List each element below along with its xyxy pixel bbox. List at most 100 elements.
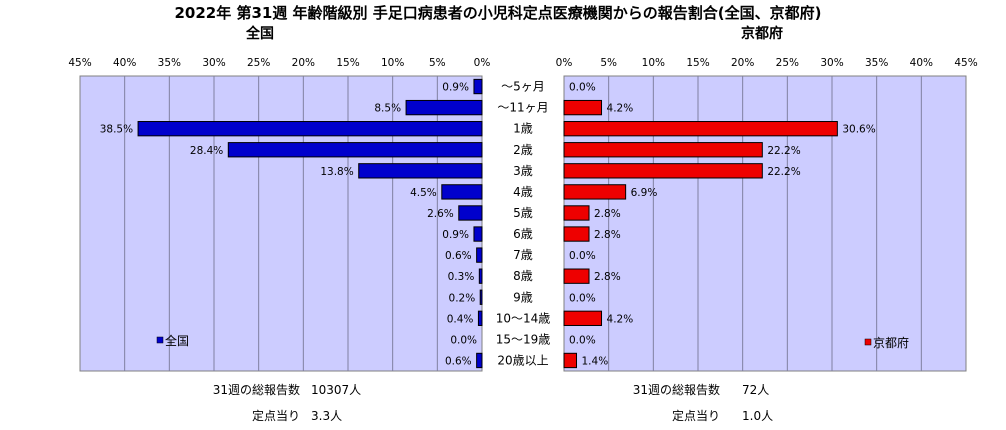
- category-label: 3歳: [513, 164, 533, 178]
- left-tick-label: 20%: [292, 57, 315, 69]
- left-tick-label: 5%: [429, 57, 446, 69]
- left-bar: [476, 247, 483, 263]
- right-tick-label: 45%: [954, 57, 977, 69]
- left-plot-area: [79, 75, 483, 372]
- left-tick-label: 25%: [247, 57, 270, 69]
- right-tick-label: 15%: [686, 57, 709, 69]
- category-label: 〜5ヶ月: [501, 80, 545, 94]
- left-legend-swatch: [156, 336, 164, 344]
- left-total-label: 31週の総報告数: [213, 382, 300, 397]
- left-bar: [458, 205, 483, 221]
- right-total-label: 31週の総報告数: [633, 382, 720, 397]
- right-bar: [563, 352, 578, 369]
- right-per-label: 定点当り: [672, 408, 720, 423]
- left-value-label: 0.0%: [450, 334, 477, 346]
- right-value-label: 22.2%: [767, 145, 800, 157]
- right-per-value: 1.0人: [742, 409, 773, 423]
- left-tick-label: 0%: [474, 57, 491, 69]
- left-footer: 31週の総報告数 10307人 定点当り 3.3人: [213, 382, 361, 423]
- left-value-label: 0.4%: [447, 313, 474, 325]
- left-bar: [473, 78, 483, 95]
- left-value-label: 0.6%: [445, 250, 472, 262]
- right-value-label: 22.2%: [767, 166, 800, 178]
- left-value-label: 28.4%: [190, 145, 223, 157]
- right-value-label: 6.9%: [631, 187, 658, 199]
- category-label: 20歳以上: [497, 353, 548, 367]
- left-bar: [441, 184, 483, 200]
- left-bar: [358, 163, 483, 179]
- right-value-label: 2.8%: [594, 229, 621, 241]
- right-total-value: 72人: [742, 383, 769, 397]
- right-bar: [563, 99, 603, 116]
- left-value-label: 0.2%: [449, 292, 476, 304]
- right-plot-area: [563, 75, 967, 372]
- right-value-label: 0.0%: [569, 334, 596, 346]
- category-label: 8歳: [513, 269, 533, 283]
- right-subtitle: 京都府: [741, 25, 783, 42]
- left-value-label: 0.9%: [442, 229, 469, 241]
- left-value-label: 2.6%: [427, 208, 454, 220]
- left-bar: [477, 310, 483, 326]
- left-per-value: 3.3人: [311, 409, 342, 423]
- right-value-label: 2.8%: [594, 271, 621, 283]
- left-total-value: 10307人: [311, 383, 361, 397]
- left-value-label: 0.3%: [448, 271, 475, 283]
- right-bar: [563, 205, 590, 221]
- right-bar: [563, 268, 590, 284]
- category-label: 1歳: [513, 122, 533, 136]
- left-subtitle: 全国: [245, 25, 274, 42]
- right-tick-label: 10%: [642, 57, 665, 69]
- right-value-label: 2.8%: [594, 208, 621, 220]
- category-label: 6歳: [513, 227, 533, 241]
- right-legend-label: 京都府: [873, 335, 909, 350]
- left-value-label: 13.8%: [320, 166, 353, 178]
- category-label: 9歳: [513, 290, 533, 304]
- left-legend: 全国: [156, 333, 189, 348]
- right-bar: [563, 121, 838, 137]
- right-legend: 京都府: [864, 335, 909, 350]
- right-tick-label: 30%: [820, 57, 843, 69]
- left-tick-label: 45%: [68, 57, 91, 69]
- category-label: 10〜14歳: [496, 311, 551, 325]
- right-tick-label: 40%: [910, 57, 933, 69]
- right-tick-label: 20%: [731, 57, 754, 69]
- right-value-label: 4.2%: [607, 313, 634, 325]
- right-value-label: 0.0%: [569, 250, 596, 262]
- right-value-label: 1.4%: [582, 355, 609, 367]
- left-tick-label: 40%: [113, 57, 136, 69]
- left-legend-label: 全国: [165, 333, 189, 348]
- left-value-label: 0.6%: [445, 355, 472, 367]
- left-bar: [476, 352, 483, 369]
- right-footer: 31週の総報告数 72人 定点当り 1.0人: [633, 382, 773, 423]
- left-bar: [473, 226, 483, 242]
- left-tick-label: 30%: [202, 57, 225, 69]
- left-value-label: 4.5%: [410, 187, 437, 199]
- right-tick-label: 35%: [865, 57, 888, 69]
- right-value-label: 30.6%: [842, 124, 875, 136]
- category-label: 2歳: [513, 143, 533, 157]
- right-bar: [563, 310, 603, 326]
- right-bar: [563, 163, 763, 179]
- right-legend-swatch: [864, 338, 872, 346]
- left-value-label: 8.5%: [374, 103, 401, 115]
- left-bar: [479, 289, 483, 305]
- right-tick-label: 5%: [600, 57, 617, 69]
- category-label: 5歳: [513, 206, 533, 220]
- category-label: 4歳: [513, 185, 533, 199]
- left-bar: [227, 142, 483, 158]
- right-value-label: 0.0%: [569, 82, 596, 94]
- category-label: 7歳: [513, 248, 533, 262]
- left-tick-label: 35%: [158, 57, 181, 69]
- left-per-label: 定点当り: [252, 408, 300, 423]
- left-bar: [478, 268, 483, 284]
- left-bar: [405, 99, 483, 116]
- right-value-label: 0.0%: [569, 292, 596, 304]
- right-bar: [563, 184, 627, 200]
- left-value-label: 0.9%: [442, 82, 469, 94]
- left-tick-label: 15%: [336, 57, 359, 69]
- category-label: 〜11ヶ月: [497, 101, 548, 115]
- category-label: 15〜19歳: [496, 332, 551, 346]
- left-bar: [137, 121, 483, 137]
- right-bar: [563, 226, 590, 242]
